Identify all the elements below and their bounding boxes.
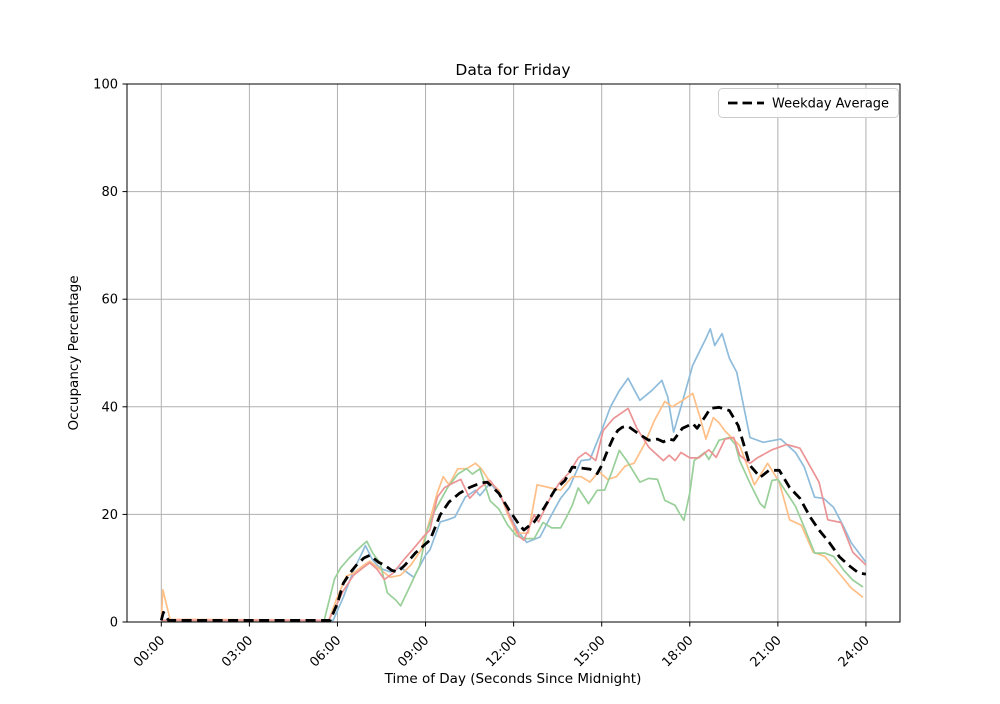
x-tick-label: 12:00 (483, 633, 520, 670)
x-tick-label: 06:00 (307, 633, 344, 670)
x-axis-label: Time of Day (Seconds Since Midnight) (384, 671, 642, 687)
line-weekday-average (159, 405, 867, 622)
tick-layer: 00:00 03:00 06:00 09:00 12:00 15:00 18:00 21:00… (93, 78, 873, 671)
chart-title: Data for Friday (455, 61, 570, 79)
x-tick-label: 09:00 (395, 633, 432, 670)
legend: Weekday Average (718, 88, 899, 118)
y-tick-label: 100 (93, 78, 118, 93)
x-tick-label: 03:00 (219, 633, 256, 670)
x-tick-label: 15:00 (571, 633, 608, 670)
y-axis-label: Occupancy Percentage (66, 275, 82, 430)
y-tick-label: 40 (101, 400, 118, 415)
x-tick-label: 21:00 (748, 633, 785, 670)
line-series-green (161, 436, 864, 622)
y-tick-label: 80 (101, 185, 118, 200)
x-tick-label: 00:00 (131, 633, 168, 670)
x-tick-label: 18:00 (660, 633, 697, 670)
series-layer (159, 327, 867, 622)
line-series-red (161, 407, 867, 622)
legend-box (718, 88, 899, 118)
line-series-blue (161, 327, 867, 622)
y-tick-label: 60 (101, 293, 118, 308)
line-series-orange (160, 392, 864, 622)
y-tick-label: 0 (110, 616, 118, 631)
x-tick-label: 24:00 (836, 633, 873, 670)
grid-layer (127, 83, 900, 623)
legend-label: Weekday Average (772, 97, 889, 112)
y-tick-label: 20 (101, 508, 118, 523)
